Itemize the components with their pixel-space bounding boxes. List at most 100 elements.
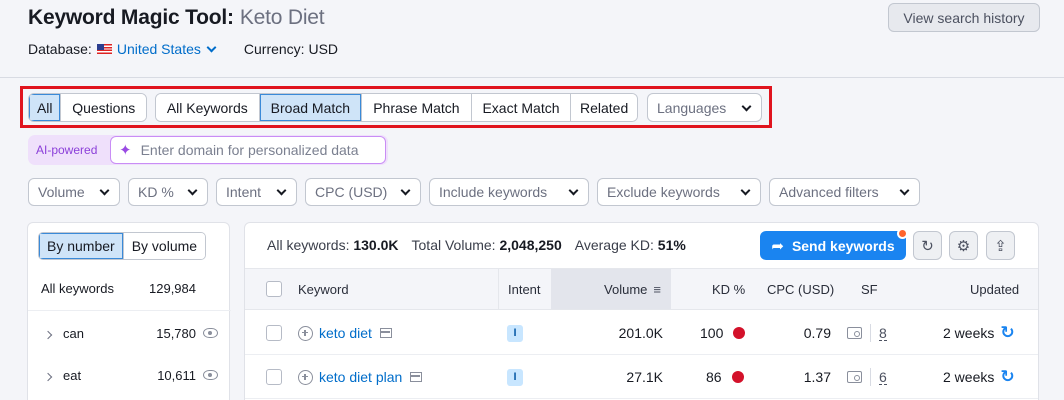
tab-related[interactable]: Related [571,94,637,121]
sf-cell: 6 [847,355,887,399]
languages-dropdown[interactable]: Languages [647,93,762,122]
group-item-can[interactable]: can 15,780 [28,311,231,355]
chevron-down-icon [400,185,411,196]
average-kd-stat: Average KD: 51% [575,237,686,253]
column-intent[interactable]: Intent [508,281,541,297]
intent-cell: I [507,355,523,399]
filter-intent[interactable]: Intent [216,178,297,206]
group-count: 10,611 [157,367,196,383]
database-row: Database: United States Currency: USD [28,41,338,57]
cpc-cell: 1.37 [803,369,831,385]
page-header: Keyword Magic Tool: Keto Diet Database: U… [0,0,1064,78]
refresh-icon[interactable]: ↻ [1000,367,1015,386]
send-keywords-button[interactable]: ➦ Send keywords [760,231,906,260]
serp-preview-icon[interactable] [410,372,423,382]
intent-badge: I [507,368,523,386]
stat-label: Average KD: [574,237,654,253]
updated-cell: 2 weeks ↻ [943,311,1015,355]
sf-count[interactable]: 6 [879,368,887,385]
currency-label: Currency: USD [243,41,339,57]
divider [870,368,871,386]
stat-value: 130.0K [353,237,399,253]
tab-all-keywords[interactable]: All Keywords [156,94,260,121]
match-type-tabs: All Keywords Broad Match Phrase Match Ex… [155,93,638,122]
column-kd[interactable]: KD % [712,281,746,297]
domain-input[interactable]: ✦ Enter domain for personalized data [110,136,386,164]
chevron-right-icon[interactable] [43,372,53,381]
column-volume[interactable]: Volume ≡ [551,269,671,309]
row-checkbox[interactable] [266,369,282,385]
group-item-eat[interactable]: eat 10,611 [28,353,231,397]
intent-badge: I [507,324,523,342]
all-keywords-stat: All keywords: 130.0K [267,237,399,253]
all-keywords-group[interactable]: All keywords 129,984 [28,267,231,311]
filter-volume[interactable]: Volume [28,178,120,206]
divider [870,324,871,342]
filter-label: Exclude keywords [607,184,720,200]
add-to-list-icon[interactable] [298,369,313,385]
chevron-down-icon [187,185,198,196]
tab-phrase-match[interactable]: Phrase Match [362,94,472,121]
filter-kd[interactable]: KD % [128,178,208,206]
keyword-link[interactable]: keto diet [319,325,372,341]
table-header: Keyword Intent Volume ≡ KD % CPC (USD) SF… [245,268,1038,310]
tab-exact-match[interactable]: Exact Match [471,94,572,121]
tab-questions[interactable]: Questions [61,94,146,121]
updated-value: 2 weeks [943,369,995,385]
view-search-history-button[interactable]: View search history [888,3,1040,32]
column-sf[interactable]: SF [861,281,878,297]
kd-difficulty-dot [733,327,746,339]
refresh-button[interactable]: ↻ [913,231,942,260]
column-updated[interactable]: Updated [970,281,1020,297]
filter-include-keywords[interactable]: Include keywords [429,178,589,206]
refresh-icon[interactable]: ↻ [1000,323,1015,342]
select-all-checkbox[interactable] [266,281,282,297]
chevron-down-icon [899,185,910,196]
row-checkbox[interactable] [266,325,282,341]
filter-label: Intent [226,184,262,200]
export-button[interactable]: ⇪ [986,231,1015,260]
export-icon: ⇪ [994,237,1007,255]
ai-powered-label: AI-powered [36,143,98,157]
filter-label: Include keywords [439,184,548,200]
chevron-down-icon [206,42,217,53]
filter-exclude-keywords[interactable]: Exclude keywords [597,178,761,206]
volume-cell: 27.1K [626,369,663,385]
add-to-list-icon[interactable] [298,325,313,341]
keyword-link[interactable]: keto diet plan [319,369,403,385]
total-volume-stat: Total Volume: 2,048,250 [412,237,562,253]
refresh-icon: ↻ [921,237,934,255]
search-subject: Keto Diet [239,6,325,29]
chevron-down-icon [741,101,752,111]
group-label: can [63,325,84,341]
by-number-button[interactable]: By number [39,233,123,259]
notification-dot [897,228,908,239]
database-selector[interactable]: United States [117,41,218,57]
tab-broad-match[interactable]: Broad Match [259,94,363,121]
column-divider [498,269,499,309]
sf-count[interactable]: 8 [879,324,887,341]
filter-advanced[interactable]: Advanced filters [769,178,920,206]
kd-value: 86 [706,369,722,385]
serp-features-icon [847,371,862,383]
chevron-right-icon[interactable] [43,330,53,339]
column-cpc[interactable]: CPC (USD) [767,281,835,297]
column-keyword[interactable]: Keyword [298,281,349,297]
kd-cell: 86 [706,355,744,399]
table-row: keto diet plan I 27.1K 86 1.37 6 2 weeks… [245,355,1038,399]
share-arrow-icon: ➦ [771,237,784,255]
serp-features-icon [847,327,862,339]
tool-name: Keyword Magic Tool: [28,6,234,29]
eye-icon[interactable] [203,328,218,338]
table-row: keto diet I 201.0K 100 0.79 8 2 weeks ↻ [245,311,1038,355]
by-volume-button[interactable]: By volume [122,233,206,259]
page-title: Keyword Magic Tool: Keto Diet [28,6,325,30]
filter-label: Volume [38,184,85,200]
eye-icon[interactable] [203,370,218,380]
tab-all[interactable]: All [29,94,62,121]
settings-button[interactable]: ⚙ [949,231,978,260]
stat-value: 2,048,250 [499,237,562,253]
serp-preview-icon[interactable] [379,328,392,338]
filter-cpc[interactable]: CPC (USD) [305,178,421,206]
chevron-down-icon [740,185,751,196]
